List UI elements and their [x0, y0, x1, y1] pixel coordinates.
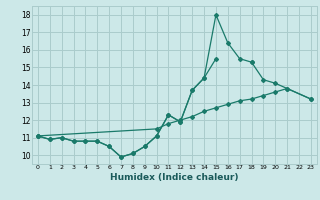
X-axis label: Humidex (Indice chaleur): Humidex (Indice chaleur)	[110, 173, 239, 182]
